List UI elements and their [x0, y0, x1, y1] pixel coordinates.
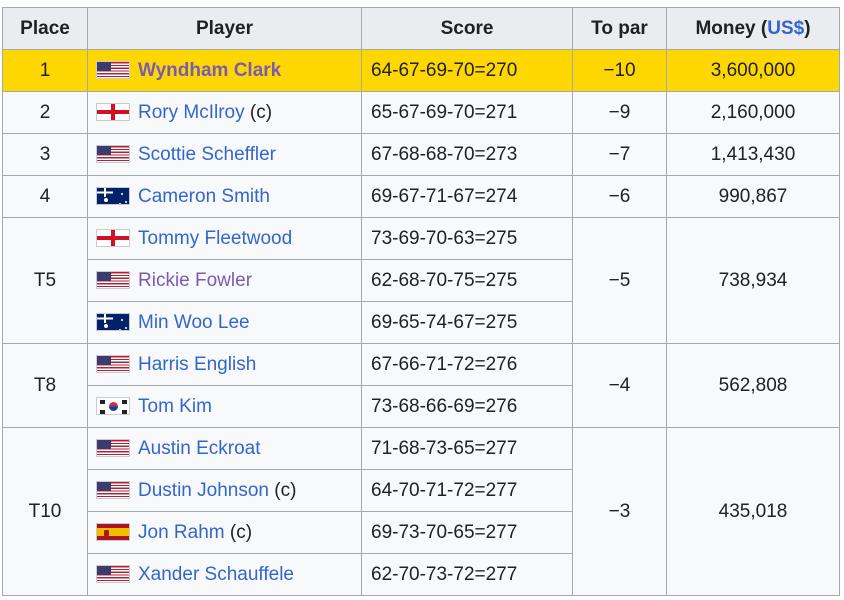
score-cell: 64-70-71-72=277 — [361, 469, 573, 512]
champion-marker: (c) — [274, 479, 297, 501]
united-states-flag-icon — [96, 480, 130, 499]
player-cell: Rickie Fowler — [87, 259, 362, 302]
header-money: Money (US$) — [666, 7, 840, 50]
player-cell: Austin Eckroat — [87, 427, 362, 470]
money-cell: 2,160,000 — [666, 91, 840, 134]
south-korea-flag-icon — [96, 396, 130, 415]
australia-flag-icon — [96, 312, 130, 331]
header-score: Score — [361, 7, 573, 50]
champion-marker: (c) — [229, 521, 253, 543]
header-place: Place — [2, 7, 88, 50]
score-cell: 73-69-70-63=275 — [361, 217, 573, 260]
place-cell: 3 — [2, 133, 88, 176]
score-cell: 69-65-74-67=275 — [361, 301, 573, 344]
to-par-cell: −4 — [572, 343, 667, 428]
header-money-label: Money ( — [695, 17, 768, 39]
header-money-suffix: ) — [804, 17, 811, 39]
score-cell: 62-70-73-72=277 — [361, 553, 573, 596]
united-states-flag-icon — [96, 438, 130, 457]
united-states-flag-icon — [96, 60, 130, 79]
to-par-cell: −3 — [572, 427, 667, 596]
money-cell: 1,413,430 — [666, 133, 840, 176]
to-par-cell: −10 — [572, 49, 667, 92]
player-link[interactable]: Scottie Scheffler — [138, 143, 277, 165]
player-link[interactable]: Rory McIlroy — [138, 101, 245, 123]
place-cell: T10 — [2, 427, 88, 596]
money-cell: 3,600,000 — [666, 49, 840, 92]
header-player: Player — [87, 7, 362, 50]
player-cell: Harris English — [87, 343, 362, 386]
money-cell: 990,867 — [666, 175, 840, 218]
score-cell: 67-66-71-72=276 — [361, 343, 573, 386]
score-cell: 69-67-71-67=274 — [361, 175, 573, 218]
table-row: T5 Tommy Fleetwood 73-69-70-63=275 −5 73… — [2, 217, 840, 344]
player-cell: Jon Rahm (c) — [87, 511, 362, 554]
score-cell: 64-67-69-70=270 — [361, 49, 573, 92]
united-states-flag-icon — [96, 270, 130, 289]
player-link[interactable]: Min Woo Lee — [138, 311, 250, 333]
united-states-flag-icon — [96, 354, 130, 373]
player-cell: Tommy Fleetwood — [87, 217, 362, 260]
money-cell: 738,934 — [666, 217, 840, 344]
player-link[interactable]: Cameron Smith — [138, 185, 270, 207]
table-row: 1 Wyndham Clark 64-67-69-70=270 −10 3,60… — [2, 49, 840, 92]
player-cell: Xander Schauffele — [87, 553, 362, 596]
score-cell: 71-68-73-65=277 — [361, 427, 573, 470]
table-row: Jon Rahm (c) 69-73-70-65=277 — [3, 511, 840, 554]
table-row: Rickie Fowler 62-68-70-75=275 — [3, 259, 840, 302]
place-cell: 2 — [2, 91, 88, 134]
place-cell: T8 — [2, 343, 88, 428]
place-cell: 1 — [2, 49, 88, 92]
player-link[interactable]: Rickie Fowler — [138, 269, 253, 291]
place-cell: 4 — [2, 175, 88, 218]
table-row: Dustin Johnson (c) 64-70-71-72=277 — [3, 469, 840, 512]
player-link[interactable]: Tom Kim — [138, 395, 212, 417]
table-row: 3 Scottie Scheffler 67-68-68-70=273 −7 1… — [2, 133, 840, 176]
table-row: 4 Cameron Smith 69-67-71-67=274 −6 990,8… — [2, 175, 840, 218]
to-par-cell: −5 — [572, 217, 667, 344]
score-cell: 62-68-70-75=275 — [361, 259, 573, 302]
table-row: Xander Schauffele 62-70-73-72=277 — [3, 553, 840, 596]
results-table: Place Player Score To par Money (US$) 1 … — [2, 7, 840, 596]
england-flag-icon — [96, 228, 130, 247]
to-par-cell: −6 — [572, 175, 667, 218]
place-cell: T5 — [2, 217, 88, 344]
united-states-flag-icon — [96, 144, 130, 163]
table-row: 2 Rory McIlroy (c) 65-67-69-70=271 −9 2,… — [2, 91, 840, 134]
united-states-flag-icon — [96, 564, 130, 583]
money-cell: 562,808 — [666, 343, 840, 428]
player-cell: Tom Kim — [87, 385, 362, 428]
header-to-par: To par — [572, 7, 667, 50]
to-par-cell: −7 — [572, 133, 667, 176]
player-link[interactable]: Tommy Fleetwood — [138, 227, 293, 249]
player-link[interactable]: Wyndham Clark — [138, 59, 282, 81]
score-cell: 65-67-69-70=271 — [361, 91, 573, 134]
northern-ireland-flag-icon — [96, 102, 130, 121]
player-cell: Dustin Johnson (c) — [87, 469, 362, 512]
score-cell: 73-68-66-69=276 — [361, 385, 573, 428]
spain-flag-icon — [96, 522, 130, 541]
player-link[interactable]: Harris English — [138, 353, 257, 375]
champion-marker: (c) — [249, 101, 273, 123]
player-cell: Wyndham Clark — [87, 49, 362, 92]
score-cell: 67-68-68-70=273 — [361, 133, 573, 176]
score-cell: 69-73-70-65=277 — [361, 511, 573, 554]
player-link[interactable]: Jon Rahm — [138, 521, 225, 543]
table-row: T8 Harris English 67-66-71-72=276 −4 562… — [2, 343, 840, 428]
player-cell: Cameron Smith — [87, 175, 362, 218]
player-cell: Min Woo Lee — [87, 301, 362, 344]
header-row: Place Player Score To par Money (US$) — [2, 7, 840, 50]
player-cell: Rory McIlroy (c) — [87, 91, 362, 134]
player-link[interactable]: Austin Eckroat — [138, 437, 261, 459]
australia-flag-icon — [96, 186, 130, 205]
player-cell: Scottie Scheffler — [87, 133, 362, 176]
money-cell: 435,018 — [666, 427, 840, 596]
currency-link[interactable]: US$ — [767, 17, 805, 39]
player-link[interactable]: Xander Schauffele — [138, 563, 294, 585]
player-link[interactable]: Dustin Johnson — [138, 479, 269, 501]
table-row: T10 Austin Eckroat 71-68-73-65=277 −3 43… — [2, 427, 840, 596]
to-par-cell: −9 — [572, 91, 667, 134]
